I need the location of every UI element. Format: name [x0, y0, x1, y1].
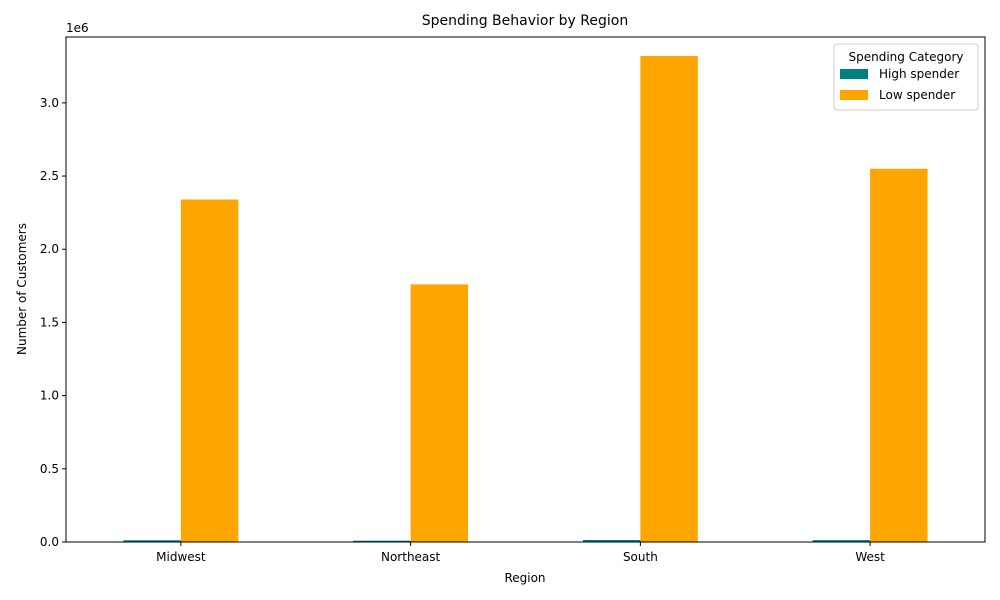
- bar-south-high-spender: [582, 539, 641, 542]
- legend-swatch-low-spender: [840, 90, 868, 100]
- y-tick-label: 2.0: [40, 242, 59, 256]
- chart-title: Spending Behavior by Region: [422, 13, 628, 29]
- bar-west-low-spender: [870, 168, 928, 542]
- x-tick-label-northeast: Northeast: [381, 550, 441, 564]
- bar-south-low-spender: [640, 56, 698, 542]
- y-tick-label: 1.5: [40, 315, 59, 329]
- legend: Spending Category High spender Low spend…: [833, 43, 979, 111]
- bar-northeast-low-spender: [410, 284, 469, 542]
- legend-frame: [833, 43, 979, 111]
- plot-frame: [65, 36, 986, 543]
- y-tick-label: 1.0: [40, 389, 59, 403]
- y-axis-label: Number of Customers: [15, 223, 29, 355]
- x-tick-label-midwest: Midwest: [156, 550, 206, 564]
- legend-title: Spending Category: [848, 50, 963, 64]
- x-axis-label: Region: [504, 571, 545, 585]
- bars-group: [123, 56, 928, 542]
- bar-midwest-low-spender: [180, 199, 239, 542]
- x-tick-label-south: South: [623, 550, 658, 564]
- legend-swatch-high-spender: [840, 69, 868, 79]
- y-tick-label: 3.0: [40, 96, 59, 110]
- x-ticks-group: Midwest Northeast South West: [156, 542, 885, 564]
- y-ticks-group: 0.0 0.5 1.0 1.5 2.0 2.5 3.0: [40, 96, 66, 549]
- y-scale-label: 1e6: [66, 21, 89, 35]
- legend-label-low-spender: Low spender: [879, 88, 955, 102]
- y-tick-label: 2.5: [40, 169, 59, 183]
- bar-west-high-spender: [812, 540, 871, 542]
- bar-northeast-high-spender: [353, 540, 411, 542]
- x-tick-label-west: West: [855, 550, 885, 564]
- bar-midwest-high-spender: [123, 540, 181, 542]
- y-tick-label: 0.5: [40, 462, 59, 476]
- legend-label-high-spender: High spender: [879, 67, 959, 81]
- y-tick-label: 0.0: [40, 535, 59, 549]
